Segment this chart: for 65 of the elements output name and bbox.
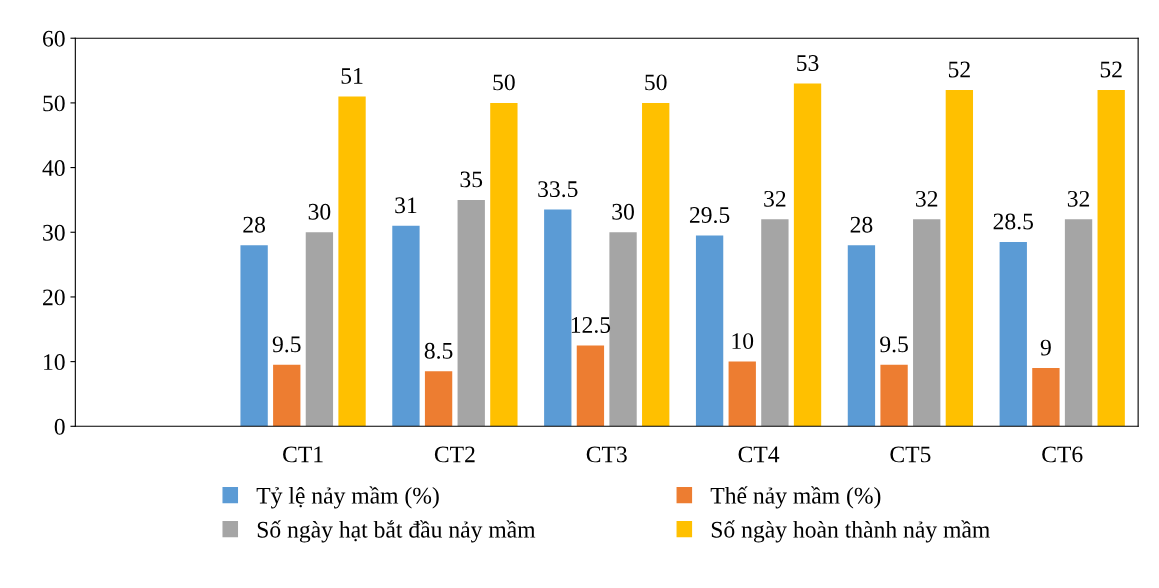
bar: [880, 364, 908, 427]
data-label: 29.5: [689, 207, 730, 224]
x-tick-label: CT6: [1042, 446, 1083, 463]
bar: [1097, 89, 1125, 427]
bar: [999, 241, 1027, 427]
y-tick-label: 40: [42, 160, 65, 176]
bar: [728, 361, 756, 427]
bar: [273, 364, 301, 427]
data-label: 50: [493, 74, 515, 91]
data-label: 32: [764, 190, 786, 207]
bar: [457, 199, 485, 427]
data-label: 51: [341, 68, 363, 84]
bar: [945, 89, 974, 427]
bar: [642, 102, 670, 427]
legend-label: Thế nảy mầm (%): [710, 486, 881, 509]
y-tick-label: 50: [43, 95, 65, 112]
data-label: 35: [460, 171, 483, 188]
y-tick-label: 0: [54, 418, 65, 435]
bar: [544, 209, 572, 427]
y-tick-label: 10: [44, 354, 65, 371]
data-label: 53: [797, 55, 819, 71]
data-label: 52: [1100, 61, 1122, 78]
x-tick-label: CT4: [738, 446, 780, 463]
bar: [424, 371, 453, 427]
bar: [847, 245, 876, 427]
data-label: 9: [1040, 339, 1051, 356]
bar: [392, 225, 420, 427]
y-tick-label: 30: [43, 224, 65, 241]
data-label: 8.5: [424, 342, 453, 359]
legend-label: Số ngày hạt bắt đầu nảy mầm: [257, 520, 536, 543]
y-tick-label: 60: [43, 30, 65, 47]
bar: [793, 83, 822, 427]
bar: [338, 96, 366, 427]
data-label: 30: [308, 203, 331, 220]
data-label: 10: [732, 333, 754, 350]
data-label: 30: [612, 203, 634, 220]
bar: [695, 235, 724, 427]
legend-label: Số ngày hoàn thành nảy mầm: [711, 520, 990, 543]
y-tick-label: 20: [43, 289, 65, 306]
data-label: 28.5: [993, 213, 1033, 230]
data-label: 28: [243, 216, 266, 233]
bar: [1064, 219, 1093, 427]
data-label: 32: [1067, 190, 1090, 207]
bar: [305, 232, 334, 427]
data-label: 32: [916, 190, 938, 207]
data-label: 9.5: [272, 336, 301, 353]
data-label: 9.5: [880, 336, 908, 353]
bar: [609, 232, 637, 427]
bar: [240, 245, 268, 427]
data-label: 31: [395, 197, 417, 214]
bar: [913, 219, 941, 427]
bar: [576, 345, 605, 427]
data-label: 52: [948, 61, 970, 78]
x-tick-label: CT5: [890, 446, 931, 463]
data-label: 50: [645, 74, 667, 91]
legend-label: Tỷ lệ nảy mầm (%): [256, 486, 439, 509]
data-label: 33.5: [538, 181, 578, 198]
bar: [1032, 368, 1060, 427]
x-tick-label: CT1: [283, 446, 323, 463]
bar: [490, 102, 518, 427]
bar: [761, 219, 789, 427]
data-label: 12.5: [571, 317, 611, 333]
x-tick-label: CT3: [586, 446, 627, 463]
data-label: 28: [850, 216, 873, 233]
x-tick-label: CT2: [434, 446, 475, 463]
